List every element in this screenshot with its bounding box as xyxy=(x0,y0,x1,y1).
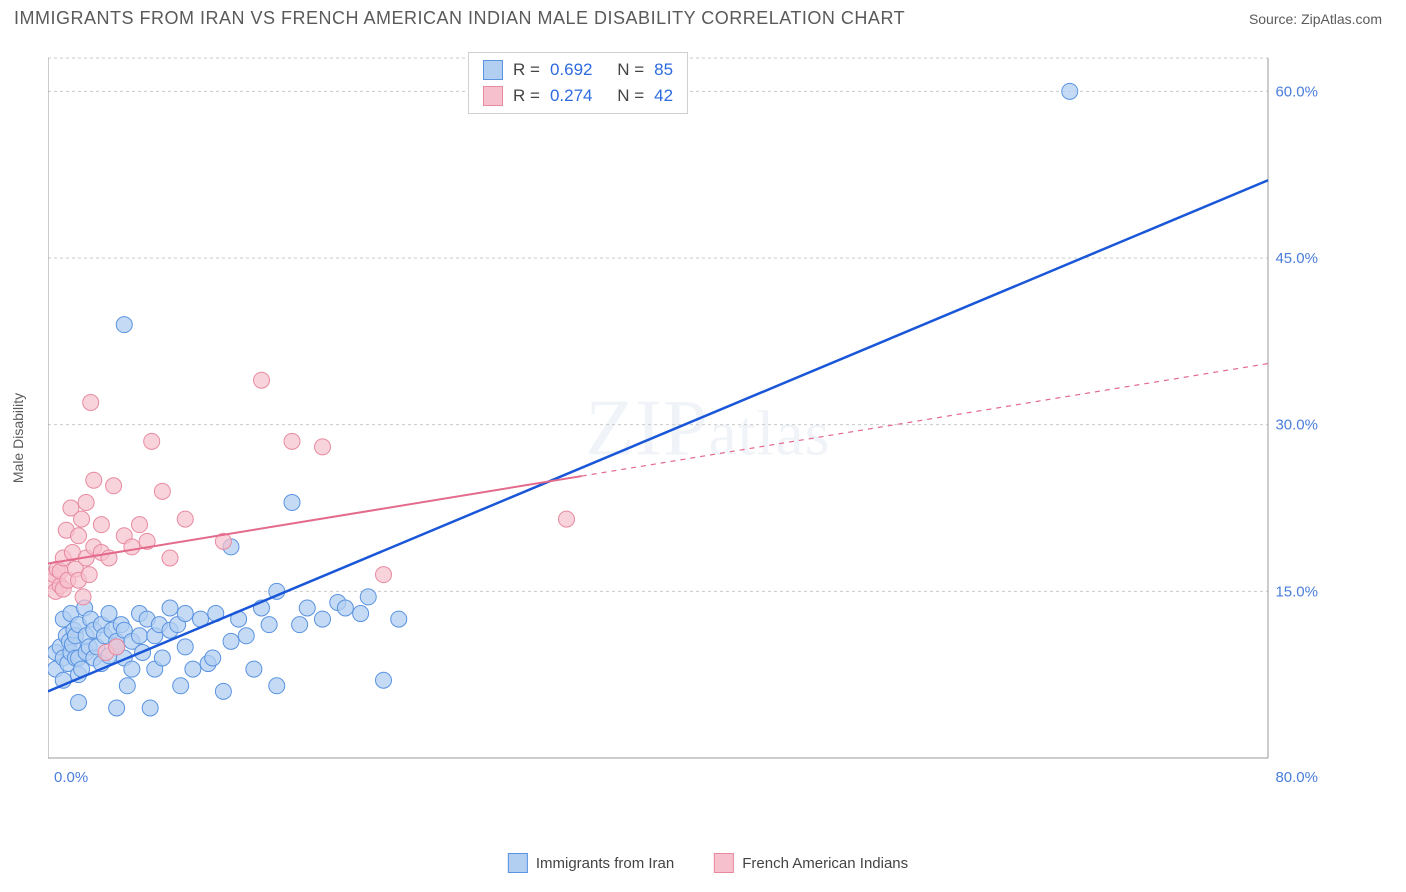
source-label: Source: ZipAtlas.com xyxy=(1249,11,1382,27)
svg-text:80.0%: 80.0% xyxy=(1275,769,1318,786)
svg-text:30.0%: 30.0% xyxy=(1275,417,1318,434)
svg-text:45.0%: 45.0% xyxy=(1275,250,1318,267)
legend-item: Immigrants from Iran xyxy=(508,853,674,873)
svg-text:15.0%: 15.0% xyxy=(1275,583,1318,600)
series-legend: Immigrants from Iran French American Indi… xyxy=(508,853,908,873)
legend-item: French American Indians xyxy=(714,853,908,873)
correlation-row: R = 0.692 N = 85 xyxy=(483,57,673,83)
y-axis-label: Male Disability xyxy=(10,393,26,483)
svg-text:60.0%: 60.0% xyxy=(1275,83,1318,100)
scatter-plot: 15.0% 30.0% 45.0% 60.0% 0.0% 80.0% xyxy=(48,48,1368,828)
svg-text:0.0%: 0.0% xyxy=(54,769,88,786)
correlation-row: R = 0.274 N = 42 xyxy=(483,83,673,109)
header: IMMIGRANTS FROM IRAN VS FRENCH AMERICAN … xyxy=(0,0,1406,37)
chart-area: Male Disability ZIPatlas 15.0%30.0%45.0%… xyxy=(48,48,1368,828)
chart-title: IMMIGRANTS FROM IRAN VS FRENCH AMERICAN … xyxy=(14,8,905,29)
correlation-legend: R = 0.692 N = 85R = 0.274 N = 42 xyxy=(468,52,688,114)
